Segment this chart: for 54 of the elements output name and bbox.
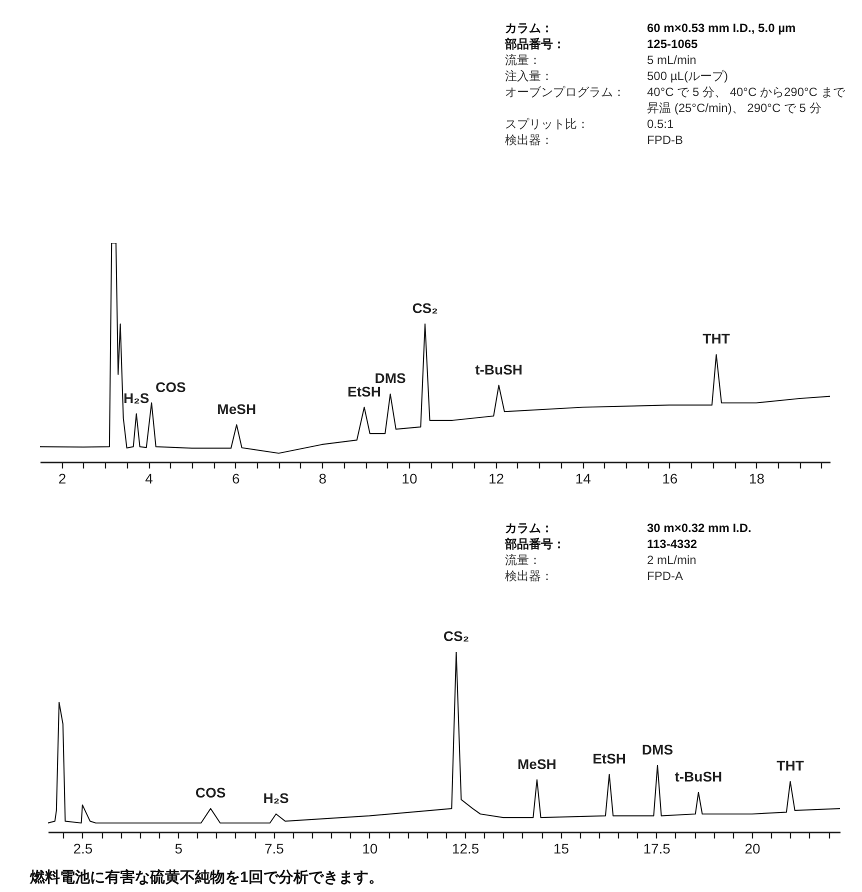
annotation: CS₂ xyxy=(443,628,470,644)
x-tick-label: 2 xyxy=(58,470,66,486)
x-tick-label: 14 xyxy=(575,470,592,486)
text: 部品番号： xyxy=(505,36,566,52)
x-tick-label: 16 xyxy=(662,470,678,486)
text: 125-1065 xyxy=(647,36,699,52)
text: 部品番号： xyxy=(505,536,566,552)
annotation: CS₂ xyxy=(412,300,438,316)
x-tick-label: 2.5 xyxy=(73,840,93,856)
text: FPD-A xyxy=(647,568,684,584)
x-tick-label: 12.5 xyxy=(452,840,480,856)
annotation: t-BuSH xyxy=(475,361,523,378)
text: 30 m×0.32 mm I.D. xyxy=(647,520,752,536)
text: 注入量： xyxy=(505,68,554,84)
annotation: THT xyxy=(776,758,804,774)
x-tick-label: 4 xyxy=(145,470,154,486)
text: FPD-B xyxy=(647,132,684,148)
x-tick-label: 20 xyxy=(744,840,760,856)
text: 検出器： xyxy=(505,568,554,584)
x-tick-label: 17.5 xyxy=(643,840,671,856)
text: 60 m×0.53 mm I.D., 5.0 µm xyxy=(647,20,797,36)
annotation: H₂S xyxy=(263,790,289,806)
text: 500 µL(ループ) xyxy=(647,68,729,84)
x-tick-label: 10 xyxy=(362,840,378,856)
x-tick-label: 8 xyxy=(318,470,327,486)
text: スプリット比： xyxy=(505,116,590,132)
text: 検出器： xyxy=(505,132,554,148)
text: 2 mL/min xyxy=(647,552,698,568)
annotation: DMS xyxy=(642,741,674,758)
x-tick-label: 18 xyxy=(748,470,765,486)
annotation: H₂S xyxy=(124,390,150,406)
text: オーブンプログラム： xyxy=(505,84,626,101)
annotation: COS xyxy=(195,784,226,801)
x-tick-label: 12 xyxy=(488,470,504,486)
text: 流量： xyxy=(505,52,542,68)
x-tick-label: 6 xyxy=(232,470,240,486)
annotation: MeSH xyxy=(518,756,556,772)
text: 燃料電池に有害な硫黄不純物を1回で分析できます。 xyxy=(30,868,384,887)
annotation: COS xyxy=(156,378,186,395)
annotation: EtSH xyxy=(592,750,626,766)
annotation: t-BuSH xyxy=(674,768,722,784)
text: 5 mL/min xyxy=(647,52,698,68)
x-tick-label: 15 xyxy=(553,840,570,856)
text: 113-4332 xyxy=(647,536,698,552)
text: 流量： xyxy=(505,552,542,568)
x-tick-label: 7.5 xyxy=(264,840,284,856)
text: カラム： xyxy=(505,520,554,536)
annotation: MeSH xyxy=(217,400,256,417)
text: カラム： xyxy=(505,20,554,36)
x-tick-label: 5 xyxy=(174,840,183,856)
text: 40°C で 5 分、 40°C から290°C まで昇温 (25°C/min)、 290°C で 5 分 xyxy=(647,84,846,116)
x-tick-label: 10 xyxy=(402,470,418,486)
text: 0.5:1 xyxy=(647,116,675,132)
annotation: THT xyxy=(702,330,730,347)
